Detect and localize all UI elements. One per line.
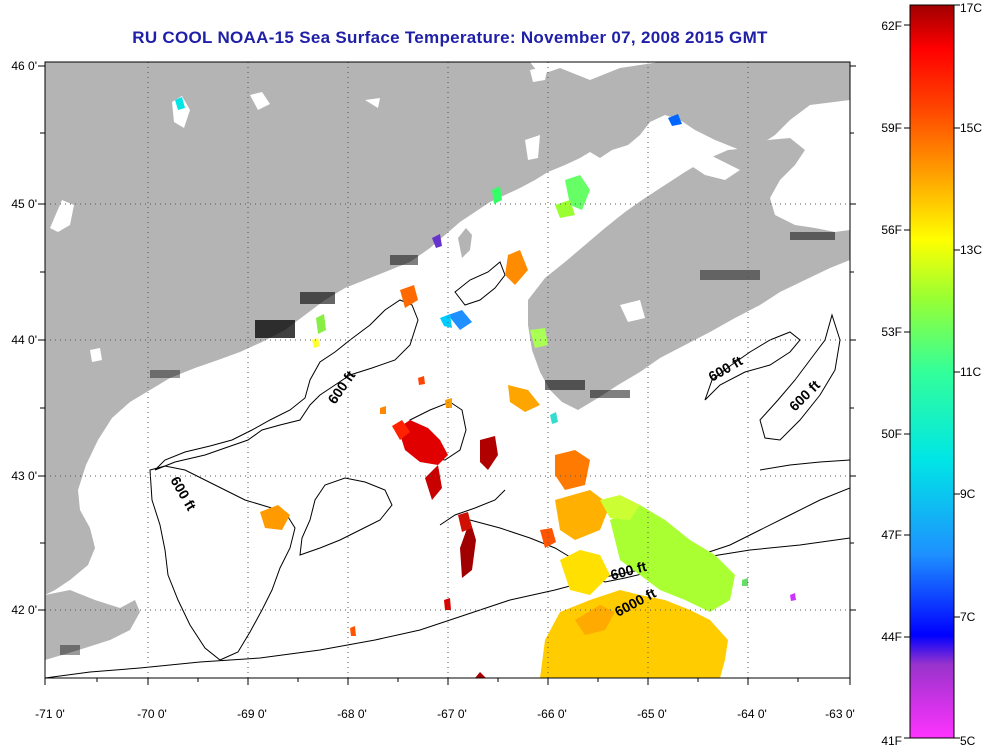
sst-patches	[175, 97, 796, 678]
lake	[530, 66, 548, 82]
lake	[620, 300, 645, 322]
colorbar-c-label: 5C	[960, 734, 976, 748]
lat-tick: 46 0'	[11, 59, 37, 73]
colorbar-c-label: 9C	[960, 487, 976, 501]
colorbar-c-label: 15C	[960, 121, 982, 135]
lon-tick: -70 0'	[137, 707, 167, 721]
lake	[250, 92, 270, 110]
colorbar-f-label: 41F	[881, 734, 902, 748]
map-title: RU COOL NOAA-15 Sea Surface Temperature:…	[132, 28, 768, 47]
lake	[90, 348, 102, 362]
lon-tick: -67 0'	[437, 707, 467, 721]
lon-tick: -66 0'	[537, 707, 567, 721]
lon-tick: -65 0'	[637, 707, 667, 721]
colorbar-c-label: 7C	[960, 610, 976, 624]
colorbar-f-label: 56F	[881, 223, 902, 237]
lake	[50, 200, 74, 232]
colorbar-gradient	[910, 5, 954, 738]
colorbar-f-label: 50F	[881, 427, 902, 441]
axis-ticks	[38, 65, 856, 685]
lon-tick: -69 0'	[237, 707, 267, 721]
lake	[525, 135, 540, 160]
water-bay-of-fundy	[690, 150, 740, 180]
colorbar-c-label: 17C	[960, 1, 982, 15]
lon-tick: -63 0'	[825, 707, 855, 721]
land-grand-manan	[458, 228, 472, 258]
lon-tick: -64 0'	[737, 707, 767, 721]
longitude-labels: -71 0' -70 0' -69 0' -68 0' -67 0' -66 0…	[35, 707, 855, 721]
lon-tick: -68 0'	[337, 707, 367, 721]
colorbar-f-label: 44F	[881, 630, 902, 644]
colorbar: 62F 59F 56F 53F 50F 47F 44F 41F 17C 15C …	[881, 1, 982, 748]
colorbar-f-label: 53F	[881, 325, 902, 339]
land-maine-newbrunswick	[45, 62, 850, 595]
lake	[365, 98, 380, 108]
colorbar-f-label: 47F	[881, 528, 902, 542]
lat-tick: 45 0'	[11, 197, 37, 211]
land-nova-scotia	[528, 138, 850, 410]
coastline-detail	[60, 232, 835, 655]
lat-tick: 44 0'	[11, 333, 37, 347]
lat-tick: 43 0'	[11, 469, 37, 483]
lat-tick: 42 0'	[11, 603, 37, 617]
colorbar-c-label: 13C	[960, 243, 982, 257]
latitude-labels: 46 0' 45 0' 44 0' 43 0' 42 0'	[11, 59, 37, 617]
colorbar-c-label: 11C	[960, 365, 981, 379]
colorbar-f-label: 59F	[881, 121, 902, 135]
land-cape-cod	[45, 590, 140, 660]
graticule	[45, 62, 850, 678]
lon-tick: -71 0'	[35, 707, 65, 721]
colorbar-f-label: 62F	[881, 19, 902, 33]
